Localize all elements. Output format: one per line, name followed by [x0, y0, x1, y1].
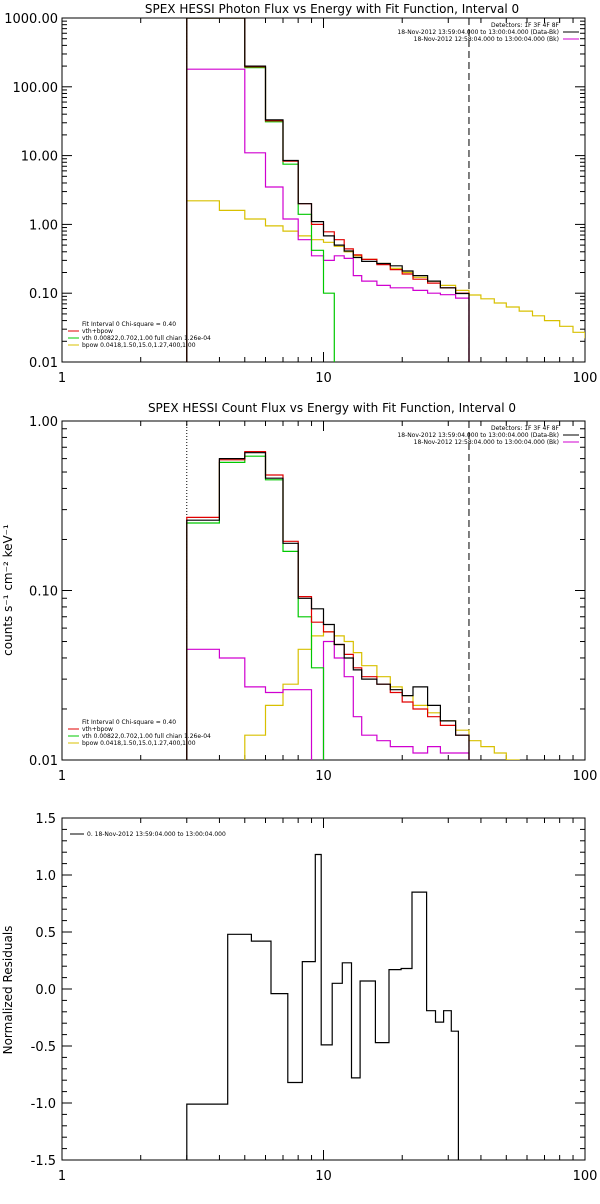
- series-vth-line: [186, 455, 470, 760]
- series-data-line: [186, 853, 470, 1160]
- y-tick-label: 100.00: [13, 81, 59, 96]
- legend-bottom-entry: vth 0.00822,0.702,1.00 full chian 1.26e-…: [82, 335, 211, 342]
- x-tick-label: 10: [315, 769, 332, 784]
- series-total_fit-line: [186, 451, 470, 760]
- y-tick-label: 1000.00: [4, 12, 58, 27]
- y-tick-label: 0.01: [29, 754, 58, 769]
- legend-bottom-entry: vth+bpow: [82, 726, 113, 733]
- legend-top-entry: 18-Nov-2012 12:58:04.000 to 13:00:04.000…: [414, 36, 559, 43]
- legend-top-entry: Detectors: 1F 3F 4F 8F: [491, 22, 560, 29]
- x-tick-label: 10: [315, 371, 332, 386]
- x-tick-label: 100: [573, 1169, 598, 1184]
- plot-frame: [61, 817, 586, 1161]
- y-tick-label: -1.0: [31, 1097, 56, 1112]
- legend-bottom-entry: Fit Interval 0 Chi-square = 0.40: [82, 321, 176, 328]
- legend-bottom-entry: vth 0.00822,0.702,1.00 full chian 1.26e-…: [82, 733, 211, 740]
- y-tick-label: 10.00: [21, 150, 58, 165]
- count-flux-y-axis-label: counts s⁻¹ cm⁻² keV⁻¹: [1, 524, 15, 656]
- legend-bottom-entry: bpow 0.0418,1.50,15.0,1.27,400,1.00: [82, 342, 196, 349]
- legend-entry: 0. 18-Nov-2012 13:59:04.000 to 13:00:04.…: [87, 831, 226, 838]
- series-background-line: [186, 68, 470, 362]
- series-data-line: [186, 452, 470, 760]
- legend-bottom-entry: vth+bpow: [82, 328, 113, 335]
- legend-top-entry: 18-Nov-2012 12:58:04.000 to 13:00:04.000…: [414, 439, 559, 446]
- series-group: [186, 18, 585, 362]
- series-group: [186, 853, 470, 1160]
- y-tick-label: 0.01: [29, 356, 58, 371]
- y-tick-label: 1.00: [29, 415, 58, 430]
- y-tick-label: -1.5: [31, 1154, 56, 1169]
- plot-frame: [61, 17, 586, 363]
- series-vth-line: [186, 18, 470, 362]
- y-tick-label: -0.5: [31, 1040, 56, 1055]
- legend-bottom-entry: Fit Interval 0 Chi-square = 0.40: [82, 719, 176, 726]
- series-group: [186, 451, 520, 760]
- series-background-line: [186, 640, 470, 760]
- x-tick-label: 100: [573, 371, 598, 386]
- y-tick-label: 0.0: [35, 983, 56, 998]
- photon-flux-title: SPEX HESSI Photon Flux vs Energy with Fi…: [145, 2, 519, 16]
- legend-top-entry: 18-Nov-2012 13:59:04.000 to 13:00:04.000…: [397, 29, 559, 36]
- y-tick-label: 0.10: [29, 287, 58, 302]
- legend-top-entry: Detectors: 1F 3F 4F 8F: [491, 425, 560, 432]
- y-tick-label: 1.5: [35, 812, 56, 827]
- y-tick-label: 1.0: [35, 869, 56, 884]
- count-flux-title: SPEX HESSI Count Flux vs Energy with Fit…: [148, 401, 516, 415]
- x-tick-label: 100: [573, 769, 598, 784]
- y-tick-label: 1.00: [29, 218, 58, 233]
- legend-bottom-entry: bpow 0.0418,1.50,15.0,1.27,400,1.00: [82, 740, 196, 747]
- x-tick-label: 10: [315, 1169, 332, 1184]
- x-tick-label: 1: [58, 1169, 66, 1184]
- y-tick-label: 0.5: [35, 926, 56, 941]
- series-data-line: [186, 18, 470, 362]
- residuals-y-axis-label: Normalized Residuals: [1, 926, 15, 1055]
- y-tick-label: 0.10: [29, 585, 58, 600]
- series-bpow-line: [186, 631, 520, 760]
- series-bpow-line: [186, 200, 585, 362]
- count-flux-panel: SPEX HESSI Count Flux vs Energy with Fit…: [1, 401, 598, 784]
- photon-flux-panel: SPEX HESSI Photon Flux vs Energy with Fi…: [4, 2, 597, 386]
- residuals-panel: Normalized Residuals 1 10 100 1.5 1.0 0.5 0.0 -…: [1, 812, 597, 1184]
- x-tick-label: 1: [58, 371, 66, 386]
- x-tick-label: 1: [58, 769, 66, 784]
- legend-top-entry: 18-Nov-2012 13:59:04.000 to 13:00:04.000…: [397, 432, 559, 439]
